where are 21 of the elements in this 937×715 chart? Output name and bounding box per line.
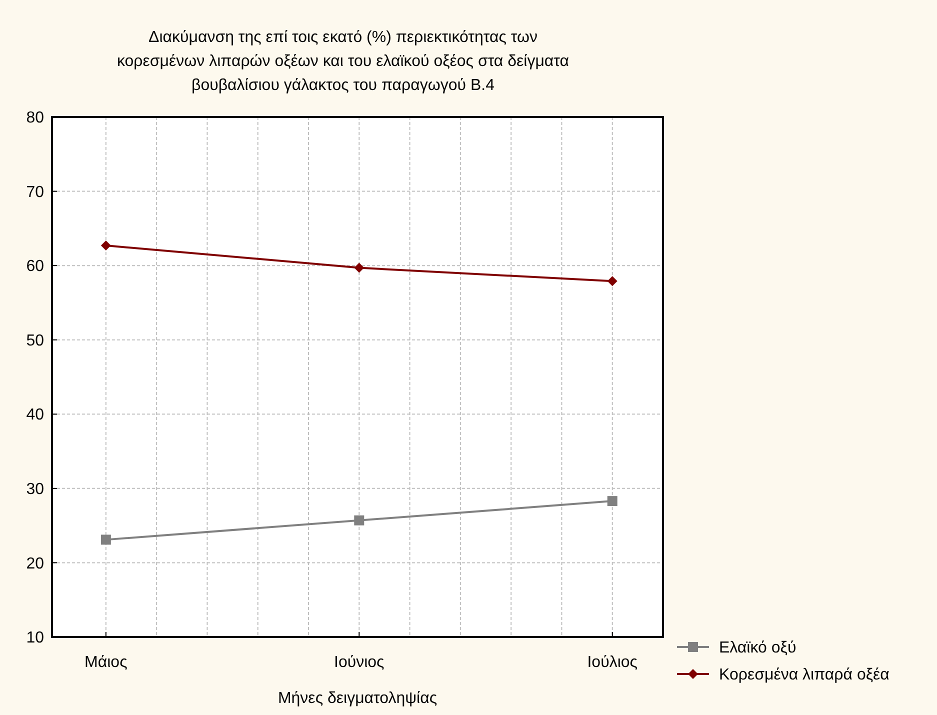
- point: [354, 262, 364, 273]
- chart-title: Διακύμανση της επί τοις εκατό (%) περιεκτικότητας των κορεσμένων λιπαρών οξέων και του ελαϊκού οξέος στα δείγματα βουβαλίσιου γάλακτος του παραγωγού Β.4: [116, 29, 570, 94]
- y-tick-label: 10: [26, 630, 44, 647]
- point: [354, 515, 364, 526]
- point: [100, 534, 111, 545]
- legend-label: Κορεσμένα λιπαρά οξέα: [719, 666, 890, 684]
- y-tick-label: 50: [26, 332, 44, 350]
- x-tick-label: Μάιος: [84, 654, 128, 671]
- y-tick-label: 20: [26, 555, 44, 572]
- y-tick-label: 30: [26, 481, 44, 498]
- y-tick-label: 40: [26, 406, 44, 424]
- x-tick-label: Ιούνιος: [334, 654, 385, 671]
- point: [607, 276, 618, 286]
- y-tick-label: 70: [26, 184, 44, 201]
- point: [607, 496, 618, 506]
- y-tick-label: 60: [26, 258, 44, 276]
- x-tick-label: Ιούλιος: [587, 654, 638, 671]
- legend-label: Ελαϊκό οξύ: [719, 640, 796, 657]
- point: [100, 240, 111, 251]
- y-tick-label: 80: [26, 110, 44, 127]
- x-axis-title: Μήνες δειγματοληψίας: [278, 690, 438, 707]
